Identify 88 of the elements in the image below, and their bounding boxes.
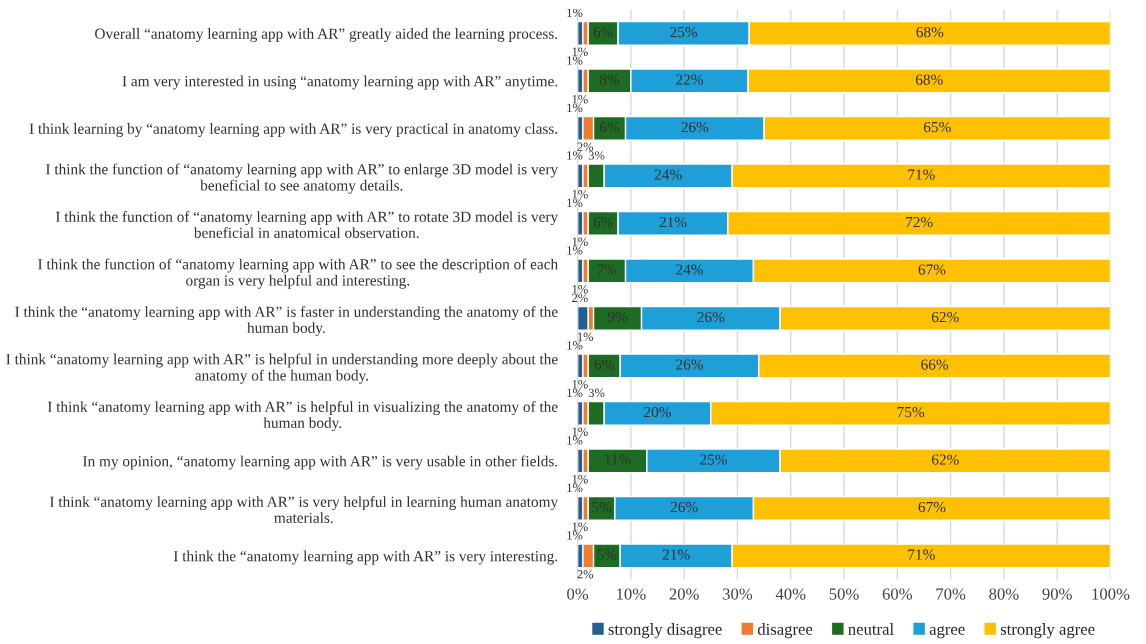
data-label: 8% xyxy=(599,74,620,85)
data-label: 1% xyxy=(572,522,588,531)
data-label: 6% xyxy=(593,26,613,38)
x-tick-label: 70% xyxy=(936,588,966,600)
data-label: 68% xyxy=(916,26,944,38)
data-label: 62% xyxy=(931,311,959,323)
data-label: 6% xyxy=(593,216,613,228)
y-tick-label: I think the function of “anatomy learning app with AR” to rotate 3D model is very beneficial in anatomical observation. xyxy=(55,211,559,239)
data-label: 1% xyxy=(567,388,583,398)
data-label: 24% xyxy=(654,169,682,180)
data-label: 68% xyxy=(915,74,943,85)
data-label: 26% xyxy=(670,501,698,513)
y-tick-label: I think learning by “anatomy learning app with AR” is very practical in anatomy class. xyxy=(29,123,558,137)
legend-label: neutral xyxy=(848,623,894,635)
y-tick-label: Overall “anatomy learning app with AR” greatly aided the learning process. xyxy=(95,28,558,42)
y-tick-label: I think the function of “anatomy learning app with AR” to enlarge 3D model is very beneficial to see anatomy details. xyxy=(46,163,559,194)
data-label: 6% xyxy=(594,359,614,370)
data-label: 2% xyxy=(577,569,594,579)
data-label: 6% xyxy=(600,121,620,133)
data-label: 9% xyxy=(607,311,628,323)
data-label: 1% xyxy=(567,341,583,350)
y-tick-label: I think the “anatomy learning app with AR” is very interesting. xyxy=(173,550,558,565)
data-label: 65% xyxy=(923,121,951,133)
data-label: 1% xyxy=(572,427,588,436)
data-label: 26% xyxy=(676,359,703,370)
data-label: 1% xyxy=(567,483,583,493)
legend-label: disagree xyxy=(757,623,813,639)
data-label: 5% xyxy=(597,549,617,560)
data-label: 1% xyxy=(572,475,588,484)
data-label: 1% xyxy=(567,436,583,445)
data-label: 25% xyxy=(670,26,698,38)
data-label: 3% xyxy=(588,388,605,398)
data-label: 26% xyxy=(697,311,725,323)
data-label: 21% xyxy=(662,549,690,560)
data-label: 1% xyxy=(567,531,583,540)
data-label: 1% xyxy=(572,237,588,246)
y-tick-label: I think the function of “anatomy learning app with AR” to see the description of each organ is very helpful and interesting. xyxy=(38,258,558,289)
data-label: 1% xyxy=(572,380,588,389)
x-tick-label: 30% xyxy=(722,588,753,600)
data-label: 67% xyxy=(918,501,946,513)
data-label: 25% xyxy=(700,454,727,465)
data-label: 1% xyxy=(572,285,588,294)
data-label: 1% xyxy=(578,332,594,341)
data-label: 75% xyxy=(897,406,925,418)
x-tick-label: 0% xyxy=(567,588,589,600)
x-tick-label: 20% xyxy=(669,588,699,600)
data-label: 1% xyxy=(567,56,583,65)
data-label: 1% xyxy=(567,103,583,113)
x-tick-label: 60% xyxy=(882,588,913,600)
data-label: 62% xyxy=(931,454,959,465)
data-label: 22% xyxy=(676,74,703,85)
data-label: 11% xyxy=(605,454,631,465)
legend-label: agree xyxy=(929,626,965,639)
data-label: 7% xyxy=(597,264,617,275)
x-tick-label: 90% xyxy=(1042,588,1072,600)
x-tick-label: 40% xyxy=(775,588,806,600)
y-tick-label: I think the “anatomy learning app with AR” is faster in understanding the anatomy of the human body. xyxy=(15,306,558,337)
legend-label: strongly agree xyxy=(1000,623,1095,639)
data-label: 26% xyxy=(681,121,709,133)
data-label: 1% xyxy=(567,246,583,255)
data-label: 1% xyxy=(572,95,588,104)
data-label: 3% xyxy=(588,151,605,160)
data-label: 1% xyxy=(572,47,588,57)
x-tick-label: 100% xyxy=(1092,588,1130,600)
data-label: 24% xyxy=(676,264,703,275)
y-tick-label: I think “anatomy learning app with AR” is helpful in visualizing the anatomy of the human body. xyxy=(47,401,558,432)
data-label: 1% xyxy=(567,8,583,18)
data-label: 2% xyxy=(577,142,594,152)
y-tick-label: In my opinion, “anatomy learning app with AR” is very usable in other fields. xyxy=(83,455,558,470)
legend-label: strongly disagree xyxy=(608,623,722,639)
data-label: 2% xyxy=(572,293,588,303)
data-label: 1% xyxy=(567,198,583,208)
y-tick-label: I think “anatomy learning app with AR” is very helpful in learning human anatomy materials. xyxy=(49,496,559,524)
data-label: 71% xyxy=(908,169,935,180)
data-label: 21% xyxy=(659,216,687,228)
x-tick-label: 80% xyxy=(989,588,1019,600)
data-label: 67% xyxy=(918,264,946,275)
y-tick-label: I am very interested in using “anatomy learning app with AR” anytime. xyxy=(122,75,558,90)
x-tick-label: 50% xyxy=(829,588,859,600)
data-label: 5% xyxy=(592,501,612,513)
data-label: 1% xyxy=(567,151,583,160)
data-label: 66% xyxy=(921,359,949,370)
x-tick-label: 10% xyxy=(617,588,646,600)
data-label: 72% xyxy=(906,216,933,228)
data-label: 1% xyxy=(572,190,588,199)
y-tick-label: I think “anatomy learning app with AR” is helpful in understanding more deeply about the anatomy of the human body. xyxy=(6,353,558,384)
data-label: 71% xyxy=(908,549,935,560)
data-label: 20% xyxy=(644,406,671,418)
